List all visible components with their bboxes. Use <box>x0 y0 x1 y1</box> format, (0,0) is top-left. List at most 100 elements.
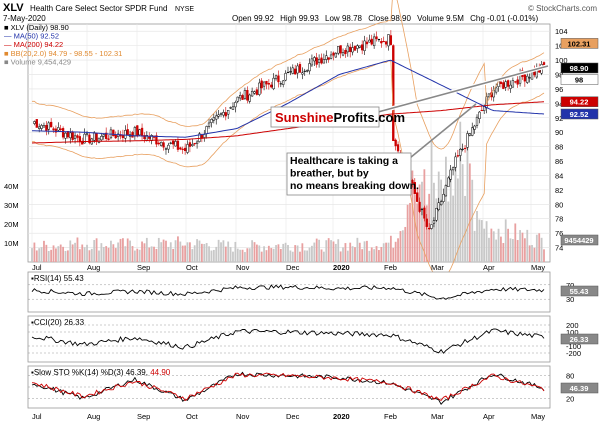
volume-bar <box>38 248 41 262</box>
volume-bar <box>334 243 337 262</box>
volume-bar <box>203 244 206 262</box>
volume-bar <box>509 238 512 262</box>
y-tick-label: 92 <box>555 114 563 123</box>
volume-bar <box>301 243 304 262</box>
candle-body <box>78 136 82 143</box>
candle-body <box>167 144 170 150</box>
candle-body <box>471 127 474 136</box>
volume-bar <box>196 239 198 262</box>
y-tick-label: 74 <box>555 244 563 253</box>
y-tick-label: 82 <box>555 186 563 195</box>
candle-body <box>363 40 366 51</box>
candle-body <box>88 134 91 144</box>
x-tick-label: Feb <box>384 263 397 272</box>
candle-body <box>148 136 151 139</box>
candle-body <box>353 45 357 51</box>
volume-bar <box>246 248 249 262</box>
volume-bar <box>473 230 476 262</box>
volume-bar <box>52 245 55 262</box>
x-tick-label: Aug <box>87 412 100 421</box>
source-credit: © StockCharts.com <box>528 4 597 13</box>
candle-body <box>528 77 531 79</box>
volume-bar <box>358 242 361 262</box>
volume-bar <box>98 250 100 262</box>
volume-bar <box>43 240 45 262</box>
candle-body <box>475 116 479 126</box>
watermark-profits: Profits.com <box>334 110 406 125</box>
legend-entry: — MA(200) 94.22 <box>4 40 63 49</box>
volume-bar <box>279 248 282 262</box>
candle-body <box>169 142 172 144</box>
candle-body <box>389 35 393 45</box>
volume-bar <box>394 241 397 262</box>
volume-bar <box>406 204 409 262</box>
volume-bar <box>445 156 447 262</box>
watermark: SunshineProfits.com <box>275 110 405 125</box>
volume-bar <box>303 250 306 262</box>
candle-body <box>423 207 426 219</box>
indicator-tick-label: 20 <box>566 394 574 403</box>
volume-bar <box>191 249 194 262</box>
volume-bar <box>239 249 242 262</box>
volume-bar <box>66 250 69 262</box>
volume-bar <box>378 250 380 262</box>
volume-bar <box>413 194 416 262</box>
candle-body <box>308 63 311 72</box>
volume-bar <box>492 231 495 262</box>
ticker: XLV <box>3 2 24 14</box>
ma200-line <box>31 101 545 144</box>
volume-bar <box>265 250 268 262</box>
volume-bar <box>490 228 493 262</box>
candle-body <box>310 58 314 66</box>
candle-body <box>349 46 352 52</box>
candle-body <box>71 131 74 140</box>
candle-body <box>186 144 189 153</box>
volume-label: Volume <box>417 14 444 23</box>
volume-bar <box>344 243 347 262</box>
candle-body <box>432 220 436 224</box>
candle-body <box>262 81 266 87</box>
volume-bar <box>122 238 124 262</box>
candle-body <box>253 91 256 94</box>
volume-bar <box>289 250 292 262</box>
high-value: 99.93 <box>299 14 320 23</box>
volume-bar <box>208 246 210 262</box>
cci-panel <box>27 315 551 363</box>
y-tick-label: 96 <box>555 85 563 94</box>
candle-body <box>365 41 369 45</box>
candle-body <box>301 72 304 75</box>
candle-body <box>442 193 445 202</box>
volume-bar <box>339 251 342 262</box>
value-badge-label: 55.43 <box>570 287 589 296</box>
volume-bar <box>253 242 256 262</box>
volume-bar <box>50 249 53 262</box>
volume-bar <box>64 250 67 262</box>
volume-bar <box>313 242 316 262</box>
volume-bar <box>368 250 371 262</box>
volume-bar <box>483 228 486 262</box>
volume-bar <box>306 250 309 262</box>
volume-bar <box>222 240 225 262</box>
volume-bar <box>308 247 311 262</box>
candle-body <box>516 79 519 85</box>
candle-body <box>207 122 211 127</box>
candle-body <box>162 142 165 148</box>
candle-body <box>294 68 297 75</box>
candle-body <box>224 112 227 117</box>
candle-body <box>255 89 259 95</box>
candle-body <box>131 132 134 138</box>
indicator-tick-label: 80 <box>566 372 574 381</box>
y-tick-label: 94 <box>555 99 563 108</box>
volume-bar <box>392 247 395 262</box>
candle-body <box>523 74 527 82</box>
chart-date: 7-May-2020 <box>3 14 46 23</box>
y-tick-label: 88 <box>555 143 563 152</box>
volume-bar <box>342 247 344 262</box>
y-tick-label: 104 <box>555 27 568 36</box>
volume-bar <box>165 240 167 262</box>
candle-body <box>444 185 448 197</box>
volume-bar <box>74 242 76 262</box>
value-badge <box>560 333 599 345</box>
volume-bar <box>59 244 62 262</box>
candle-body <box>49 121 53 128</box>
